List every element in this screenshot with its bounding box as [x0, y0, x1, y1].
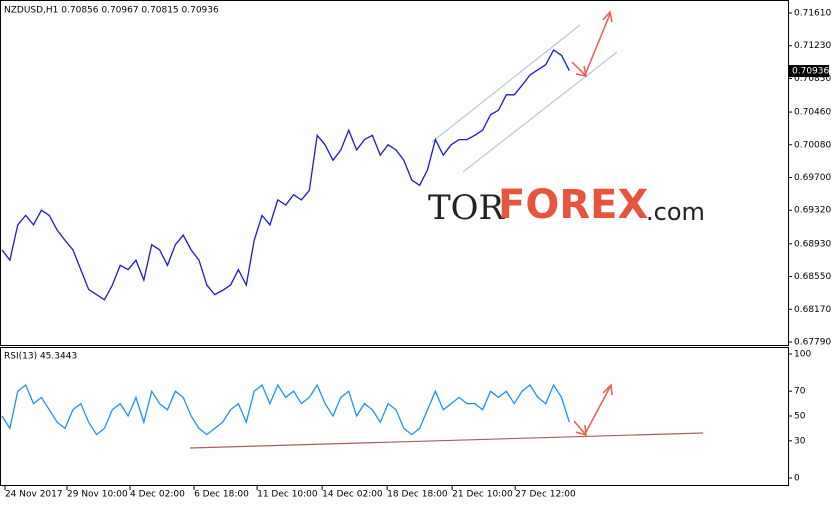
rsi-pane — [0, 347, 789, 486]
y-tick-label: 0.69700 — [794, 173, 831, 183]
x-tick-label: 4 Dec 02:00 — [130, 490, 185, 500]
y-tick-label: 0.71230 — [794, 41, 831, 51]
x-tick-label: 27 Dec 12:00 — [515, 490, 576, 500]
arrow — [584, 13, 611, 76]
x-tick-label: 14 Dec 02:00 — [322, 490, 383, 500]
watermark-text: TOR — [428, 188, 506, 228]
x-tick-label: 11 Dec 10:00 — [257, 490, 318, 500]
y-tick-label: 70 — [794, 387, 806, 397]
x-tick-label: 6 Dec 18:00 — [194, 490, 249, 500]
y-tick-label: 0 — [794, 474, 800, 484]
y-tick-label: 0.68170 — [794, 305, 831, 315]
arrow — [571, 61, 586, 76]
y-tick-label: 0.67790 — [794, 338, 831, 348]
x-tick-label: 21 Dec 10:00 — [452, 490, 513, 500]
arrow-head — [575, 65, 587, 77]
x-tick-label: 18 Dec 18:00 — [387, 490, 448, 500]
series-line — [1, 383, 570, 436]
y-tick-label: 0.70460 — [794, 108, 831, 118]
last-price-box — [789, 65, 829, 78]
y-tick-label: 30 — [794, 436, 806, 446]
rsi-title: RSI(13) 45.3443 — [4, 352, 77, 362]
price-pane — [0, 0, 789, 346]
y-tick-label: 100 — [794, 350, 811, 360]
chart-title: NZDUSD,H1 0.70856 0.70967 0.70815 0.7093… — [4, 6, 219, 16]
y-tick-label: 0.71610 — [794, 9, 831, 19]
watermark-text: .com — [646, 198, 705, 226]
y-tick-label: 0.69320 — [794, 206, 831, 216]
arrow-head — [575, 424, 587, 437]
channel-line — [462, 51, 618, 173]
y-tick-label: 0.68930 — [794, 239, 831, 249]
last-price-label: 0.70936 — [792, 67, 829, 77]
x-tick-label: 29 Nov 10:00 — [67, 490, 128, 500]
y-tick-label: 50 — [794, 412, 806, 422]
arrow — [584, 386, 611, 435]
rsi-trend-line — [189, 432, 704, 449]
arrow-head — [602, 383, 613, 396]
watermark: TOR FOREX .com — [428, 182, 705, 228]
watermark-text: FOREX — [498, 182, 648, 228]
channel-line — [431, 24, 581, 143]
y-tick-label: 0.68550 — [794, 272, 831, 282]
series-line — [1, 49, 570, 301]
arrow — [573, 420, 586, 435]
y-tick-label: 0.70850 — [794, 74, 831, 84]
annotations — [189, 10, 704, 449]
arrow-head — [602, 10, 613, 23]
x-tick-label: 24 Nov 2017 — [5, 490, 63, 500]
y-tick-label: 0.70080 — [794, 140, 831, 150]
